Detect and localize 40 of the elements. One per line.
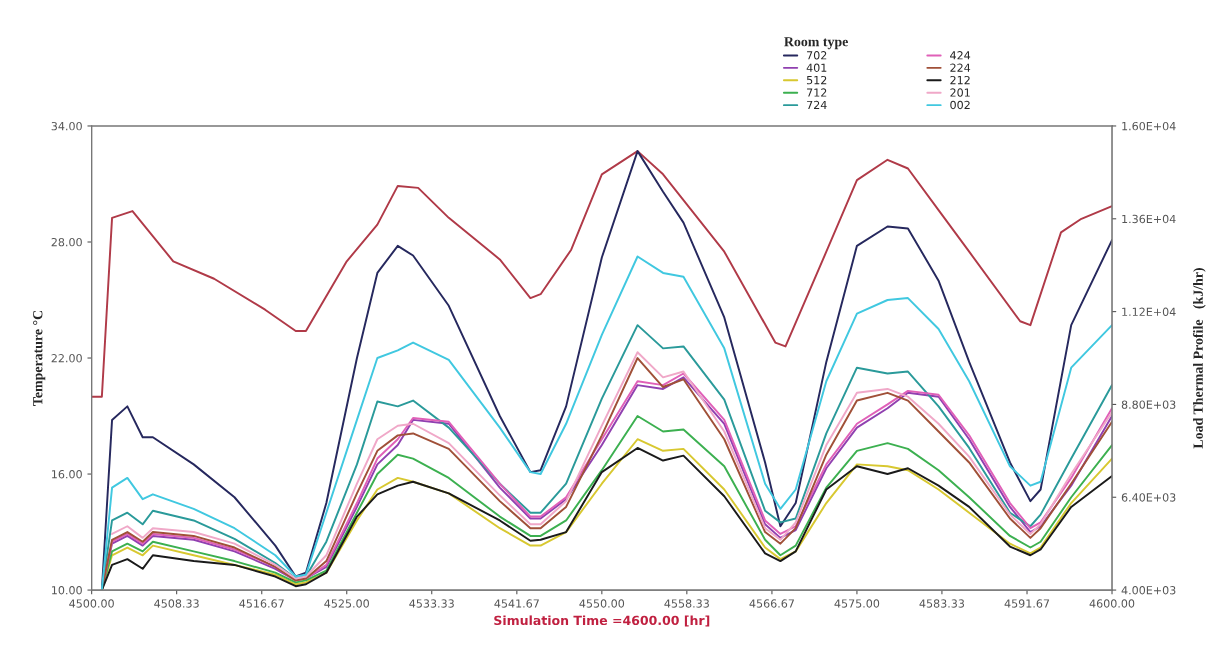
legend-label: 424 <box>950 51 971 60</box>
legend-label: 702 <box>807 51 827 60</box>
y-tick-label: 16.00 <box>52 470 82 479</box>
x-tick-label: 4591.67 <box>1004 599 1050 608</box>
y2-tick-label: 1.12E+04 <box>1122 307 1176 316</box>
x-tick-label: 4500.00 <box>69 599 114 608</box>
y2-tick-label: 4.00E+03 <box>1121 586 1176 595</box>
y-tick-label: 34.00 <box>51 121 82 131</box>
legend-label: 724 <box>807 100 827 110</box>
x-tick-label: 4516.67 <box>239 599 284 608</box>
y2-tick-label: 8.80E+03 <box>1121 400 1176 409</box>
x-tick-label: 4600.00 <box>1089 599 1135 608</box>
y2-tick-label: 6.40E+03 <box>1121 493 1176 502</box>
x-tick-label: 4533.33 <box>409 599 454 608</box>
legend-label: 401 <box>806 63 827 72</box>
y-tick-label: 28.00 <box>51 237 82 247</box>
x-tick-label: 4550.00 <box>579 599 625 608</box>
x-tick-label: 4566.67 <box>749 599 794 608</box>
legend-label: 712 <box>807 88 827 97</box>
y-tick-label: 10.00 <box>52 586 82 595</box>
legend-label: 224 <box>950 63 971 72</box>
line-series <box>100 255 1113 591</box>
legend-label: 002 <box>950 100 970 110</box>
y2-axis-title: Load Thermal Profile (kJ/hr) <box>1192 268 1206 449</box>
y2-tick-label: 1.36E+04 <box>1122 214 1176 224</box>
x-axis-title: Simulation Time =4600.00 [hr] <box>494 615 710 627</box>
legend-title: Room type <box>784 37 848 50</box>
y-tick-label: 22.00 <box>51 353 82 363</box>
x-tick-label: 4583.33 <box>919 599 965 608</box>
x-tick-label: 4541.67 <box>494 599 539 608</box>
legend-label: 212 <box>950 75 970 85</box>
x-tick-label: 4575.00 <box>834 599 880 608</box>
legend-label: 201 <box>950 88 970 97</box>
y2-tick-label: 1.60E+04 <box>1122 121 1176 131</box>
line-series <box>91 150 1113 398</box>
y-axis-title: Temperature °C <box>33 310 46 406</box>
legend-label: 512 <box>806 75 827 85</box>
x-tick-label: 4525.00 <box>324 599 369 608</box>
x-tick-label: 4508.33 <box>154 599 199 608</box>
x-tick-label: 4558.33 <box>664 599 709 608</box>
